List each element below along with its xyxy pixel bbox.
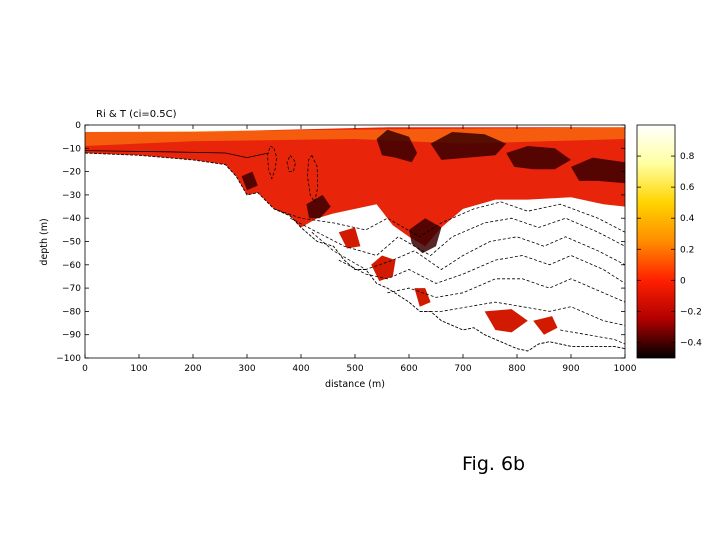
eddy-contour xyxy=(267,145,278,180)
dark-patch xyxy=(241,171,258,191)
deep-patch xyxy=(371,255,396,282)
temperature-contour xyxy=(419,301,625,326)
x-tick-label: 0 xyxy=(82,364,88,374)
colorbar-ticks: −0.4 −0.2 0 0.2 0.4 0.6 0.8 xyxy=(637,152,702,348)
y-tick-label: −30 xyxy=(62,191,81,201)
colorbar-tick-label: 0.4 xyxy=(680,214,695,224)
x-tick-label: 100 xyxy=(130,364,147,374)
colorbar-tick-label: −0.2 xyxy=(680,307,702,317)
dark-patch xyxy=(430,132,507,160)
bottom-contour xyxy=(85,152,625,352)
plot-area xyxy=(85,125,625,358)
deep-patch xyxy=(533,316,558,335)
deep-patch xyxy=(338,227,361,249)
dark-patch xyxy=(571,157,625,184)
figure-caption: Fig. 6b xyxy=(462,453,525,475)
x-tick-label: 200 xyxy=(184,364,201,374)
y-tick-label: −70 xyxy=(62,284,81,294)
surface-contour xyxy=(85,150,269,159)
x-tick-label: 400 xyxy=(292,364,309,374)
y-tick-label: −20 xyxy=(62,168,81,178)
y-tick-label: −40 xyxy=(62,214,81,224)
temperature-contour xyxy=(290,217,625,256)
y-tick-label: −90 xyxy=(62,331,81,341)
x-axis-ticks: 0 100 200 300 400 500 600 700 800 900 1000 xyxy=(82,125,637,374)
colorbar-tick-label: 0.8 xyxy=(680,152,695,162)
surface-band xyxy=(85,127,625,247)
eddy-contour xyxy=(307,155,319,203)
y-tick-label: 0 xyxy=(75,121,81,131)
x-tick-label: 300 xyxy=(238,364,255,374)
x-tick-label: 600 xyxy=(400,364,417,374)
colorbar xyxy=(636,124,676,359)
x-tick-label: 900 xyxy=(562,364,579,374)
chart-title: Ri & T (ci=0.5C) xyxy=(96,109,177,120)
temperature-contour xyxy=(311,231,625,270)
temperature-contour xyxy=(338,255,625,284)
y-axis-ticks: 0 −10 −20 −30 −40 −50 −60 −70 −80 −90 −100 xyxy=(56,121,625,364)
y-tick-label: −100 xyxy=(56,354,81,364)
colorbar-tick-label: 0 xyxy=(680,276,686,286)
eddy-contour xyxy=(286,155,297,173)
x-tick-label: 700 xyxy=(454,364,471,374)
y-tick-label: −10 xyxy=(62,144,81,154)
colorbar-tick-label: 0.2 xyxy=(680,245,694,255)
x-tick-label: 1000 xyxy=(614,364,637,374)
dark-patch xyxy=(506,146,571,170)
x-axis-label: distance (m) xyxy=(325,379,385,390)
temperature-contour xyxy=(273,201,625,238)
dark-patch xyxy=(376,129,418,163)
y-axis-label: depth (m) xyxy=(39,218,50,265)
colorbar-tick-label: −0.4 xyxy=(680,338,702,348)
deep-patch xyxy=(484,309,528,333)
dark-patch xyxy=(306,194,331,219)
temperature-contours xyxy=(85,145,625,352)
x-tick-label: 500 xyxy=(346,364,363,374)
temperature-contour xyxy=(560,329,625,345)
seafloor-mask xyxy=(85,153,625,358)
y-tick-label: −50 xyxy=(62,238,81,248)
dark-patch xyxy=(409,218,442,254)
colorbar-tick-label: 0.6 xyxy=(680,183,695,193)
heatmap-layers xyxy=(85,127,625,358)
temperature-contour xyxy=(387,278,625,303)
y-tick-label: −80 xyxy=(62,307,81,317)
x-tick-label: 800 xyxy=(508,364,525,374)
y-tick-label: −60 xyxy=(62,261,81,271)
deep-patch xyxy=(414,288,431,307)
